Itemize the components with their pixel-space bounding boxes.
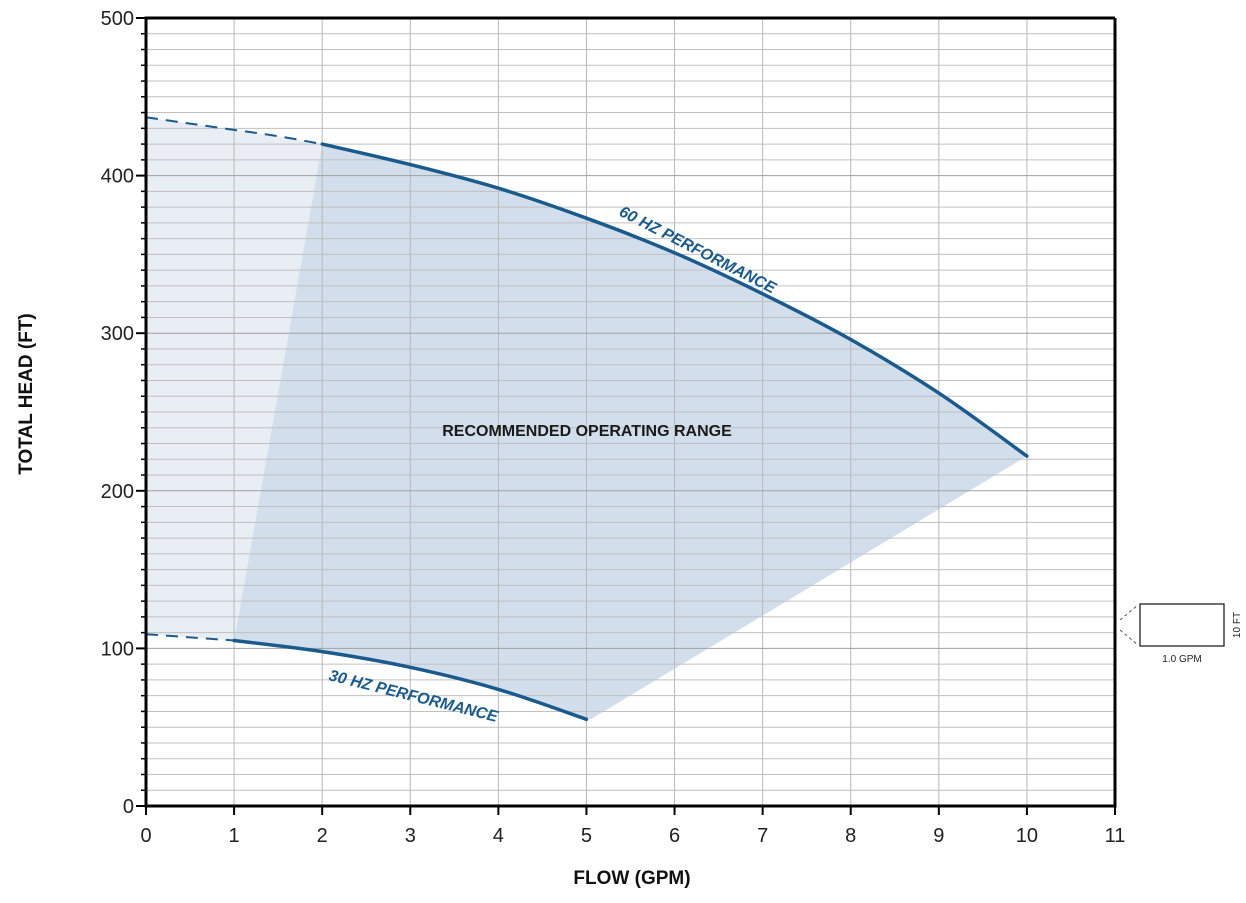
hz30-curve-extrapolated	[145, 633, 235, 642]
recommended-range-region	[234, 144, 1027, 720]
x-tick-label: 2	[317, 825, 328, 847]
x-tick-label: 0	[140, 825, 151, 847]
y-tick-label: 200	[101, 481, 134, 503]
scale-legend-height-label: 10 FT	[1232, 612, 1243, 638]
scale-legend-width-label: 1.0 GPM	[1162, 654, 1201, 665]
series-lines	[145, 116, 1029, 722]
y-tick-label: 300	[101, 323, 134, 345]
y-tick-label: 0	[123, 796, 134, 818]
x-tick-label: 6	[669, 825, 680, 847]
x-tick-label: 11	[1105, 825, 1126, 847]
x-tick-label: 1	[229, 825, 240, 847]
y-tick-label: 400	[101, 166, 134, 188]
hz60-curve-extrapolated	[145, 116, 323, 146]
x-tick-label: 9	[933, 825, 944, 847]
scale-legend: 10 FT 1.0 GPM	[1119, 603, 1243, 665]
ticks: 0 1 2 3 4 5 6 7 8 9 10 11 0 100 200 300 400 500	[101, 8, 1126, 847]
x-tick-label: 5	[581, 825, 592, 847]
x-tick-label: 7	[757, 825, 768, 847]
scale-legend-box	[1139, 603, 1225, 647]
y-tick-label: 100	[101, 638, 134, 660]
hz60-curve	[320, 142, 1029, 458]
x-tick-label: 8	[845, 825, 856, 847]
y-tick-label: 500	[101, 8, 134, 30]
x-tick-label: 3	[405, 825, 416, 847]
range-label: RECOMMENDED OPERATING RANGE	[442, 423, 732, 440]
y-axis-title: TOTAL HEAD (FT)	[16, 313, 37, 474]
x-tick-label: 4	[493, 825, 504, 847]
x-tick-label: 10	[1016, 825, 1038, 847]
x-axis-title: FLOW (GPM)	[573, 868, 690, 889]
hz30-curve	[232, 638, 589, 722]
